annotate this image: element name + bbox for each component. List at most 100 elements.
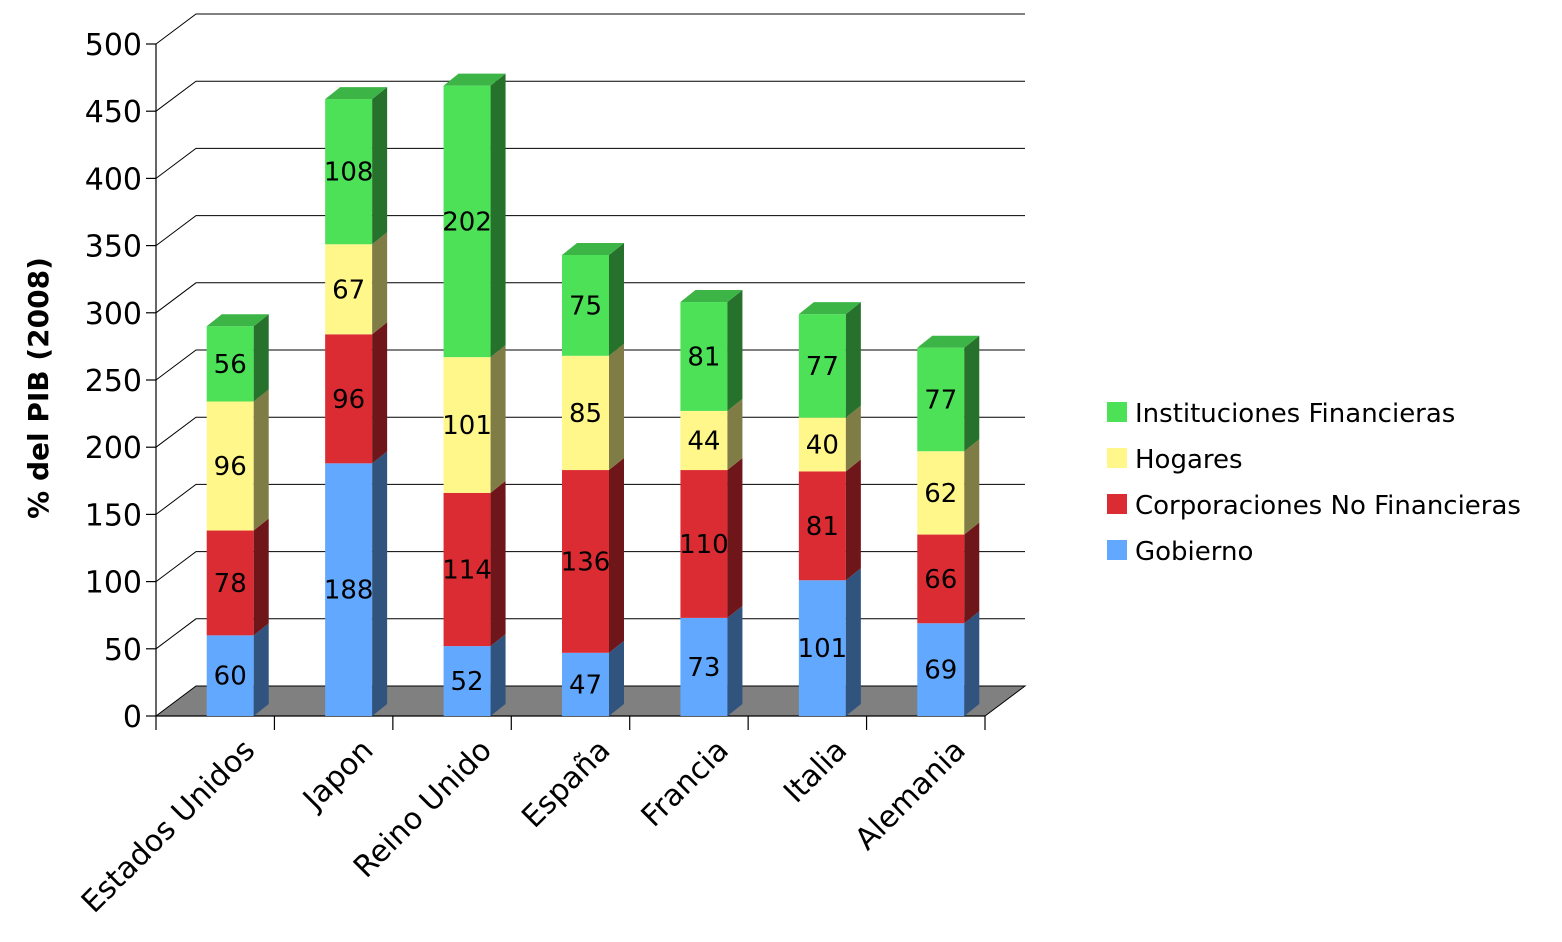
data-label: 66 [924,565,957,595]
bars-layer [206,73,980,716]
legend-label: Gobierno [1135,537,1253,567]
bar-top [443,73,506,86]
bar-segment [917,439,980,535]
data-label: 40 [806,431,839,461]
bar-side [609,640,624,716]
y-tick-label: 0 [123,700,142,735]
bar-segment [680,398,743,471]
bar-side [845,405,861,472]
bar-front [325,463,373,716]
bar-side [372,87,388,245]
bar-side [609,343,624,471]
bar-segment [443,634,506,716]
bar-side [727,290,743,411]
bar-segment [206,623,269,716]
gridline [155,349,1025,381]
x-category-label: Francia [635,733,736,834]
bar-top [680,290,743,303]
data-label: 67 [332,275,365,305]
data-label: 110 [679,530,729,560]
bar-front [325,99,373,245]
bar-top [798,302,861,315]
legend-item: Hogares [1107,445,1243,475]
bar-front [206,530,254,636]
bar-front [917,451,965,535]
bar-front [443,357,491,493]
gridline [155,147,1025,179]
bar-side [964,611,980,716]
bar-side [490,634,506,716]
data-label: 101 [442,411,492,441]
data-label: 202 [442,207,492,237]
bar-side [253,389,269,531]
bar-side [727,398,743,471]
gridline [155,483,1025,515]
data-label: 114 [442,556,492,586]
bar-side [845,459,861,581]
legend-label: Instituciones Financieras [1135,399,1455,429]
bar-segment [917,611,980,716]
bar-side [372,451,388,716]
x-category-label: Italia [777,733,854,810]
bar-front [798,471,846,581]
x-category-label: Alemania [848,733,972,857]
bar-front [680,470,728,618]
gridline [155,13,1025,45]
data-label: 77 [806,352,839,382]
bar-side [964,439,980,535]
bar-segment [562,343,624,471]
bar-front [798,580,846,716]
bar-side [490,73,506,358]
data-label: 69 [924,656,957,686]
bar-front [206,326,254,402]
bar-side [727,605,743,716]
y-tick-label: 150 [85,498,142,533]
legend-swatch [1107,402,1127,422]
bar-front [562,355,609,471]
data-label: 52 [451,667,484,697]
y-tick-label: 500 [85,28,142,63]
bar-front [798,417,846,472]
data-label: 136 [561,547,611,577]
bar-segment [206,314,269,402]
x-category-label: España [515,733,617,835]
bar-side [964,335,980,452]
bar-front [325,334,373,464]
bar-side [372,322,388,464]
bar-segment [798,302,861,418]
bar-front [917,534,965,624]
bar-top [562,243,624,256]
bar-front [206,401,254,531]
bar-segment [680,605,743,716]
bar-segment [325,322,388,464]
bar-front [680,617,728,716]
gridline [155,416,1025,448]
bar-segment [206,389,269,531]
data-label: 85 [569,399,602,429]
bar-side [727,458,743,618]
data-label: 44 [687,426,720,456]
bar-segment [562,640,624,716]
bar-top [206,314,269,327]
bar-segment [798,459,861,581]
bar-front [443,492,491,647]
legend-swatch [1107,448,1127,468]
bar-segment [798,405,861,472]
legend-swatch [1107,494,1127,514]
data-label: 81 [687,342,720,372]
bar-segment [325,232,388,335]
bar-front [206,635,254,716]
bar-front [917,623,965,716]
data-label: 47 [569,670,602,700]
bar-side [372,232,388,335]
bar-side [845,568,861,716]
legend-label: Hogares [1135,445,1243,475]
bar-segment [917,522,980,624]
bar-side [490,480,506,647]
bar-segment [325,87,388,245]
bar-front [443,85,491,358]
legend: Instituciones Financieras Hogares Corporac… [1107,399,1521,567]
legend-swatch [1107,540,1127,560]
y-tick-label: 250 [85,364,142,399]
